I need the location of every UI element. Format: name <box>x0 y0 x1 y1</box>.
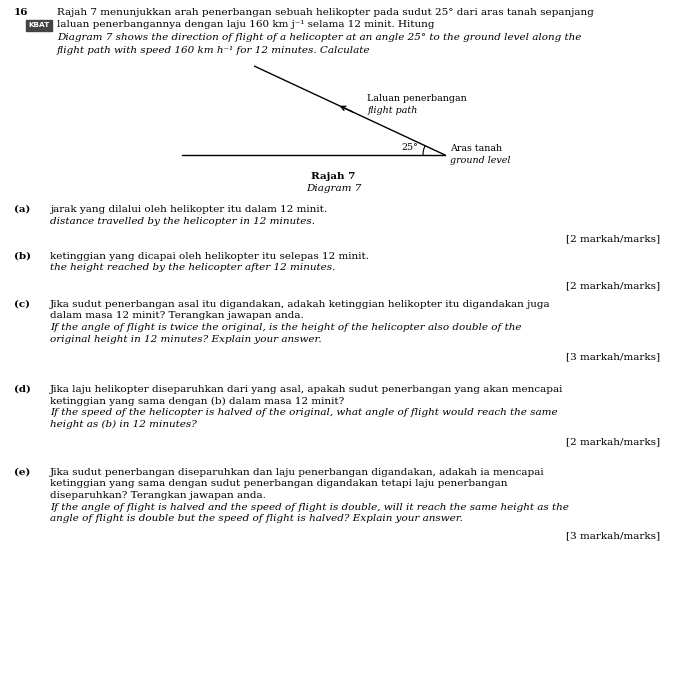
Text: [2 markah/marks]: [2 markah/marks] <box>566 281 660 290</box>
Text: Laluan penerbangan: Laluan penerbangan <box>368 94 467 103</box>
Text: Rajah 7 menunjukkan arah penerbangan sebuah helikopter pada sudut 25° dari aras : Rajah 7 menunjukkan arah penerbangan seb… <box>57 8 594 17</box>
Text: Diagram 7: Diagram 7 <box>306 184 362 193</box>
Text: ketinggian yang dicapai oleh helikopter itu selepas 12 minit.: ketinggian yang dicapai oleh helikopter … <box>50 252 369 261</box>
Text: original height in 12 minutes? Explain your answer.: original height in 12 minutes? Explain y… <box>50 334 322 343</box>
Text: 16: 16 <box>14 8 28 17</box>
Text: Jika sudut penerbangan diseparuhkan dan laju penerbangan digandakan, adakah ia m: Jika sudut penerbangan diseparuhkan dan … <box>50 468 544 477</box>
Text: Diagram 7 shows the direction of flight of a helicopter at an angle 25° to the g: Diagram 7 shows the direction of flight … <box>57 33 582 42</box>
Text: diseparuhkan? Terangkan jawapan anda.: diseparuhkan? Terangkan jawapan anda. <box>50 491 266 500</box>
Text: If the angle of flight is halved and the speed of flight is double, will it reac: If the angle of flight is halved and the… <box>50 503 569 511</box>
Text: 25°: 25° <box>401 142 418 151</box>
Text: flight path: flight path <box>368 106 418 115</box>
Text: laluan penerbangannya dengan laju 160 km j⁻¹ selama 12 minit. Hitung: laluan penerbangannya dengan laju 160 km… <box>57 20 435 29</box>
Text: [3 markah/marks]: [3 markah/marks] <box>566 531 660 541</box>
Text: (c): (c) <box>14 300 30 309</box>
Text: jarak yang dilalui oleh helikopter itu dalam 12 minit.: jarak yang dilalui oleh helikopter itu d… <box>50 205 327 214</box>
Text: angle of flight is double but the speed of flight is halved? Explain your answer: angle of flight is double but the speed … <box>50 514 463 523</box>
Text: (e): (e) <box>14 468 30 477</box>
Text: Jika sudut penerbangan asal itu digandakan, adakah ketinggian helikopter itu dig: Jika sudut penerbangan asal itu digandak… <box>50 300 550 309</box>
Text: Rajah 7: Rajah 7 <box>311 172 355 181</box>
Text: If the speed of the helicopter is halved of the original, what angle of flight w: If the speed of the helicopter is halved… <box>50 408 558 417</box>
Text: dalam masa 12 minit? Terangkan jawapan anda.: dalam masa 12 minit? Terangkan jawapan a… <box>50 311 304 321</box>
Text: (a): (a) <box>14 205 30 214</box>
Text: height as ​(b) in 12 minutes?: height as ​(b) in 12 minutes? <box>50 419 197 428</box>
Text: ground level: ground level <box>450 156 510 165</box>
Bar <box>26 20 52 31</box>
Text: [2 markah/marks]: [2 markah/marks] <box>566 234 660 243</box>
Text: flight path with speed 160 km h⁻¹ for 12 minutes. Calculate: flight path with speed 160 km h⁻¹ for 12… <box>57 46 370 55</box>
Text: (b): (b) <box>14 252 31 261</box>
Text: ketinggian yang sama dengan ​(b) dalam masa 12 minit?: ketinggian yang sama dengan ​(b) dalam m… <box>50 396 344 406</box>
Text: (d): (d) <box>14 385 31 394</box>
Text: [2 markah/marks]: [2 markah/marks] <box>566 437 660 446</box>
Text: [3 markah/marks]: [3 markah/marks] <box>566 352 660 361</box>
Text: ketinggian yang sama dengan sudut penerbangan digandakan tetapi laju penerbangan: ketinggian yang sama dengan sudut penerb… <box>50 479 508 488</box>
Text: distance travelled by the helicopter in 12 minutes.: distance travelled by the helicopter in … <box>50 217 315 225</box>
Text: Aras tanah: Aras tanah <box>450 144 502 153</box>
Text: the height reached by the helicopter after 12 minutes.: the height reached by the helicopter aft… <box>50 264 335 272</box>
Text: If the angle of flight is twice the original, is the height of the helicopter al: If the angle of flight is twice the orig… <box>50 323 521 332</box>
Text: Jika laju helikopter diseparuhkan dari yang asal, apakah sudut penerbangan yang : Jika laju helikopter diseparuhkan dari y… <box>50 385 563 394</box>
Text: KBAT: KBAT <box>28 22 49 28</box>
